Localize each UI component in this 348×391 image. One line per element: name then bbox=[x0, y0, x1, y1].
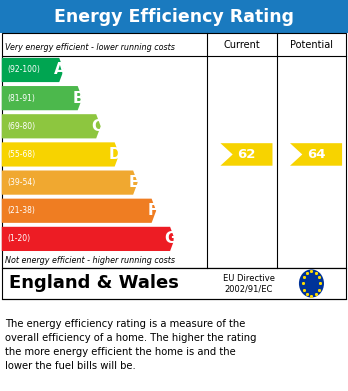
Text: F: F bbox=[147, 203, 158, 218]
Text: (69-80): (69-80) bbox=[7, 122, 35, 131]
Text: Current: Current bbox=[223, 39, 260, 50]
Text: 64: 64 bbox=[307, 148, 325, 161]
Polygon shape bbox=[2, 199, 156, 223]
Text: EU Directive
2002/91/EC: EU Directive 2002/91/EC bbox=[223, 274, 275, 293]
Text: (55-68): (55-68) bbox=[7, 150, 35, 159]
Text: (92-100): (92-100) bbox=[7, 65, 40, 75]
Polygon shape bbox=[2, 114, 101, 138]
Polygon shape bbox=[2, 58, 64, 82]
Text: Potential: Potential bbox=[290, 39, 333, 50]
Bar bbox=[2, 33, 346, 268]
Text: Not energy efficient - higher running costs: Not energy efficient - higher running co… bbox=[5, 256, 175, 265]
Text: B: B bbox=[73, 91, 84, 106]
Polygon shape bbox=[290, 143, 342, 166]
Text: (1-20): (1-20) bbox=[7, 234, 30, 244]
Circle shape bbox=[299, 269, 324, 298]
Text: 62: 62 bbox=[237, 148, 256, 161]
Text: C: C bbox=[91, 119, 102, 134]
Text: (81-91): (81-91) bbox=[7, 93, 35, 103]
Text: (39-54): (39-54) bbox=[7, 178, 35, 187]
Polygon shape bbox=[220, 143, 272, 166]
Bar bbox=[2, 268, 346, 299]
Polygon shape bbox=[2, 170, 138, 195]
Text: Energy Efficiency Rating: Energy Efficiency Rating bbox=[54, 7, 294, 26]
Text: Very energy efficient - lower running costs: Very energy efficient - lower running co… bbox=[5, 43, 175, 52]
Text: G: G bbox=[165, 231, 177, 246]
Text: D: D bbox=[109, 147, 122, 162]
Polygon shape bbox=[2, 142, 119, 167]
Text: England & Wales: England & Wales bbox=[9, 274, 179, 292]
Polygon shape bbox=[2, 86, 82, 110]
Text: A: A bbox=[54, 63, 66, 77]
Polygon shape bbox=[2, 227, 175, 251]
Bar bbox=[0, 0, 348, 33]
Text: E: E bbox=[129, 175, 139, 190]
Text: The energy efficiency rating is a measure of the
overall efficiency of a home. T: The energy efficiency rating is a measur… bbox=[5, 319, 257, 371]
Text: (21-38): (21-38) bbox=[7, 206, 35, 215]
